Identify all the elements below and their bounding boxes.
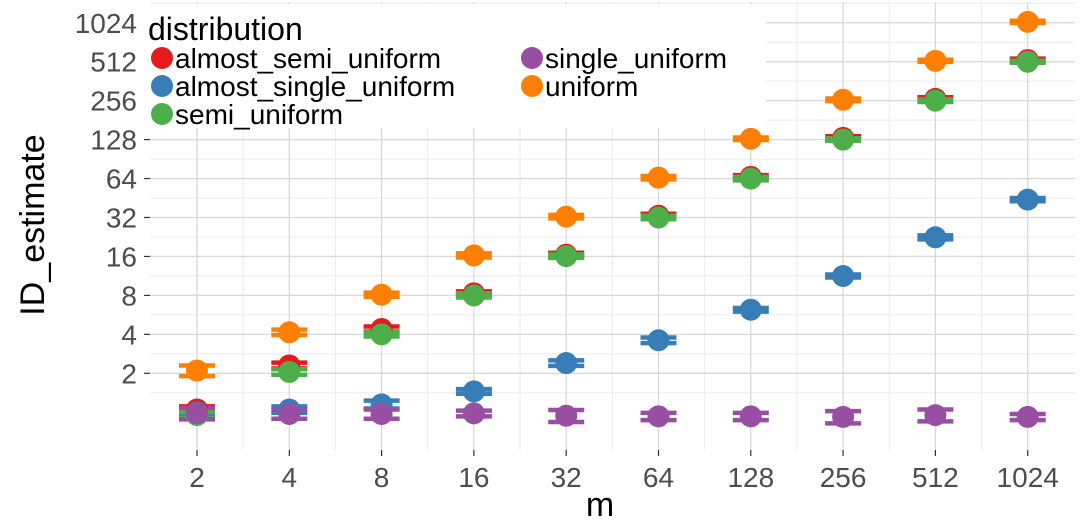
point-single_uniform bbox=[462, 402, 485, 425]
point-semi_uniform bbox=[1016, 50, 1039, 73]
y-tick-label: 16 bbox=[106, 241, 137, 272]
legend-key-semi_uniform bbox=[151, 103, 173, 125]
point-almost_single_uniform bbox=[924, 226, 947, 249]
legend-title: distribution bbox=[148, 11, 303, 47]
point-almost_single_uniform bbox=[739, 298, 762, 321]
legend-key-almost_semi_uniform bbox=[151, 47, 173, 69]
point-uniform bbox=[739, 127, 762, 150]
point-single_uniform bbox=[278, 402, 301, 425]
y-tick-label: 32 bbox=[106, 203, 137, 234]
y-tick-label: 512 bbox=[90, 47, 137, 78]
point-semi_uniform bbox=[832, 128, 855, 151]
point-uniform bbox=[370, 283, 393, 306]
point-uniform bbox=[555, 205, 578, 228]
point-single_uniform bbox=[555, 404, 578, 427]
point-uniform bbox=[278, 321, 301, 344]
point-uniform bbox=[462, 244, 485, 267]
point-semi_uniform bbox=[647, 206, 670, 229]
x-tick-label: 2 bbox=[189, 462, 205, 493]
point-semi_uniform bbox=[924, 89, 947, 112]
legend-label-uniform: uniform bbox=[545, 71, 638, 102]
point-uniform bbox=[924, 49, 947, 72]
y-axis-title: ID_estimate bbox=[14, 134, 52, 315]
point-uniform bbox=[186, 359, 208, 382]
axis-ticks: 2 4 8 16 32 64 128 256 512 1024 2 4 8 16 32 64 128 256 512… bbox=[75, 8, 1059, 493]
point-semi_uniform bbox=[555, 245, 578, 268]
x-tick-label: 8 bbox=[374, 462, 390, 493]
x-tick-label: 128 bbox=[727, 462, 774, 493]
x-tick-label: 32 bbox=[551, 462, 582, 493]
point-single_uniform bbox=[370, 402, 393, 425]
y-tick-label: 128 bbox=[90, 125, 137, 156]
legend-label-semi_uniform: semi_uniform bbox=[175, 99, 343, 130]
y-tick-label: 256 bbox=[90, 86, 137, 117]
point-single_uniform bbox=[924, 404, 947, 427]
x-axis-title: m bbox=[586, 486, 614, 522]
x-tick-label: 1024 bbox=[997, 462, 1059, 493]
y-tick-label: 64 bbox=[106, 164, 137, 195]
point-almost_single_uniform bbox=[647, 329, 670, 352]
y-tick-label: 2 bbox=[121, 358, 137, 389]
point-semi_uniform bbox=[278, 360, 301, 383]
point-almost_single_uniform bbox=[832, 264, 855, 287]
point-single_uniform bbox=[832, 405, 855, 428]
legend-label-single_uniform: single_uniform bbox=[545, 43, 727, 74]
point-uniform bbox=[1016, 10, 1039, 33]
point-single_uniform bbox=[739, 405, 762, 428]
point-almost_single_uniform bbox=[1016, 188, 1039, 211]
legend-label-almost_single_uniform: almost_single_uniform bbox=[175, 71, 455, 102]
x-tick-label: 512 bbox=[912, 462, 959, 493]
x-tick-label: 4 bbox=[282, 462, 298, 493]
point-almost_single_uniform bbox=[462, 380, 485, 403]
y-tick-label: 8 bbox=[121, 280, 137, 311]
point-uniform bbox=[832, 88, 855, 111]
legend-label-almost_semi_uniform: almost_semi_uniform bbox=[175, 43, 441, 74]
y-tick-label: 4 bbox=[121, 319, 137, 350]
point-single_uniform bbox=[186, 402, 208, 425]
point-uniform bbox=[647, 166, 670, 189]
legend-key-single_uniform bbox=[521, 47, 543, 69]
x-tick-label: 64 bbox=[643, 462, 674, 493]
point-single_uniform bbox=[647, 405, 670, 428]
legend-key-uniform bbox=[521, 75, 543, 97]
legend-key-almost_single_uniform bbox=[151, 75, 173, 97]
legend: distribution almost_semi_uniform single_u… bbox=[143, 4, 766, 130]
point-semi_uniform bbox=[739, 167, 762, 190]
point-semi_uniform bbox=[462, 284, 485, 307]
point-single_uniform bbox=[1016, 405, 1039, 428]
legend-box bbox=[143, 4, 766, 128]
x-tick-label: 16 bbox=[458, 462, 489, 493]
point-semi_uniform bbox=[370, 323, 393, 346]
y-tick-label: 1024 bbox=[75, 8, 137, 39]
x-tick-label: 256 bbox=[820, 462, 867, 493]
data-points bbox=[186, 10, 1039, 428]
point-almost_single_uniform bbox=[555, 352, 578, 375]
